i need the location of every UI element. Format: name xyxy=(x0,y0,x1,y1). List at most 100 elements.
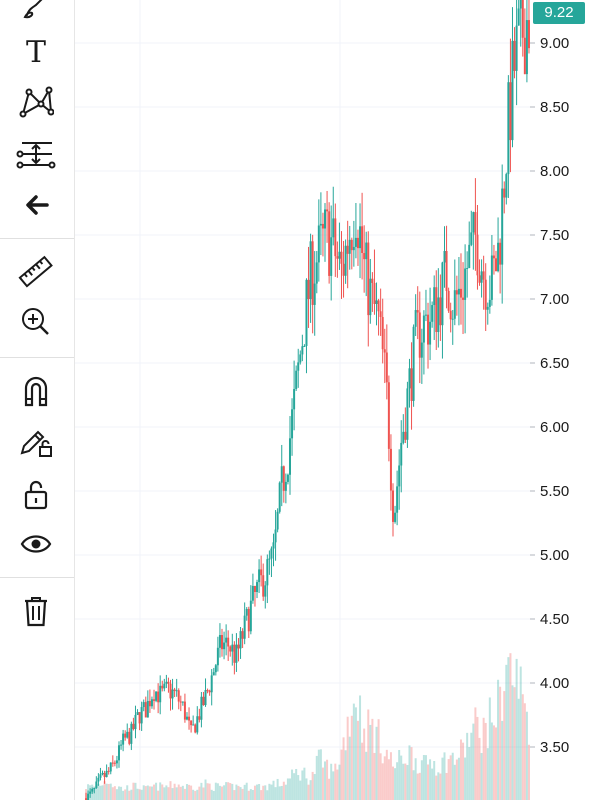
candle-up xyxy=(511,40,514,141)
candle-up xyxy=(394,512,397,522)
fib-retracement-tool-button[interactable] xyxy=(12,134,60,174)
volume-bar xyxy=(418,772,421,800)
candle-up xyxy=(130,723,133,744)
candle-down xyxy=(356,237,359,249)
trash-icon xyxy=(23,595,49,627)
volume-bar xyxy=(99,785,102,800)
candle-up xyxy=(278,482,281,512)
candle-down xyxy=(237,644,240,649)
candle-down xyxy=(447,290,450,311)
candle-up xyxy=(284,481,287,491)
candle-up xyxy=(99,774,102,778)
candle-down xyxy=(476,234,479,276)
candle-up xyxy=(443,250,446,263)
candle-up xyxy=(136,712,139,715)
candle-up xyxy=(231,644,234,652)
candle-up xyxy=(159,685,162,703)
volume-bar xyxy=(383,756,386,800)
candle-up xyxy=(519,0,522,9)
candle-up xyxy=(258,569,261,583)
candle-up xyxy=(490,255,493,300)
volume-bar xyxy=(132,782,135,800)
volume-bar xyxy=(497,679,500,800)
volume-bar xyxy=(107,783,110,800)
volume-bar xyxy=(140,789,143,800)
candle-down xyxy=(373,282,376,304)
volume-bar xyxy=(165,785,168,800)
candle-down xyxy=(144,702,147,718)
candle-down xyxy=(260,569,263,576)
candle-up xyxy=(431,305,434,322)
volume-bar xyxy=(229,783,232,800)
candle-up xyxy=(396,486,399,513)
candle-down xyxy=(173,689,176,692)
candle-up xyxy=(354,237,357,247)
back-arrow-button[interactable] xyxy=(12,185,60,225)
candle-up xyxy=(412,326,415,401)
volume-bar xyxy=(227,782,230,800)
candle-up xyxy=(171,689,174,699)
volume-bar xyxy=(439,773,442,800)
volume-bar xyxy=(262,785,265,800)
volume-bar xyxy=(155,782,158,800)
pattern-tool-button[interactable] xyxy=(12,82,60,122)
candle-up xyxy=(163,683,166,689)
unlock-tool-button[interactable] xyxy=(12,474,60,514)
candle-up xyxy=(276,511,279,530)
candle-up xyxy=(408,368,411,389)
ruler-tool-button[interactable] xyxy=(12,252,60,292)
volume-bar xyxy=(239,787,242,800)
lock-drawing-tool-button[interactable] xyxy=(12,422,60,462)
text-tool-button[interactable]: T xyxy=(12,32,60,72)
chart-pane[interactable] xyxy=(75,0,530,800)
volume-bar xyxy=(443,752,446,800)
volume-bar xyxy=(177,784,180,800)
candle-down xyxy=(482,271,485,280)
volume-bar xyxy=(268,783,271,800)
candle-down xyxy=(391,490,394,522)
pattern-icon xyxy=(18,86,54,118)
volume-bar xyxy=(258,784,261,800)
candle-up xyxy=(165,681,168,684)
volume-bar xyxy=(429,759,432,800)
delete-drawings-button[interactable] xyxy=(12,591,60,631)
candle-up xyxy=(464,268,467,300)
candle-up xyxy=(332,218,335,238)
candle-up xyxy=(239,631,242,649)
candle-up xyxy=(87,793,90,800)
candle-up xyxy=(181,701,184,703)
eye-tool-button[interactable] xyxy=(12,524,60,564)
volume-bar xyxy=(324,761,327,800)
volume-bar xyxy=(402,763,405,800)
volume-bar xyxy=(212,790,215,800)
volume-bar xyxy=(270,784,273,800)
candle-up xyxy=(305,279,308,346)
volume-bar xyxy=(85,789,88,800)
volume-bar xyxy=(509,653,512,800)
candle-up xyxy=(324,209,327,229)
toolbar-divider xyxy=(0,357,74,358)
volume-bar xyxy=(457,757,460,800)
candle-up xyxy=(429,321,432,345)
candle-up xyxy=(185,716,188,720)
volume-bar xyxy=(206,783,209,800)
candle-up xyxy=(313,283,316,305)
brush-tool-button[interactable] xyxy=(12,0,60,26)
candle-down xyxy=(190,720,193,726)
candle-up xyxy=(150,699,153,707)
volume-bar xyxy=(352,703,355,800)
magnet-tool-button[interactable] xyxy=(12,370,60,410)
candle-up xyxy=(216,647,219,666)
candle-up xyxy=(134,714,137,730)
volume-bar xyxy=(338,764,341,800)
price-axis[interactable]: 9.00 8.50 8.00 7.50 7.00 6.50 6.00 5.50 5.00 4.50… xyxy=(530,0,600,800)
zoom-in-tool-button[interactable] xyxy=(12,302,60,342)
volume-bar xyxy=(326,759,329,800)
candle-up xyxy=(288,438,291,475)
candle-down xyxy=(389,448,392,491)
candle-down xyxy=(307,279,310,300)
volume-bar xyxy=(115,789,118,800)
candlestick-chart xyxy=(75,0,530,800)
candle-down xyxy=(418,312,421,358)
candle-up xyxy=(317,225,320,263)
